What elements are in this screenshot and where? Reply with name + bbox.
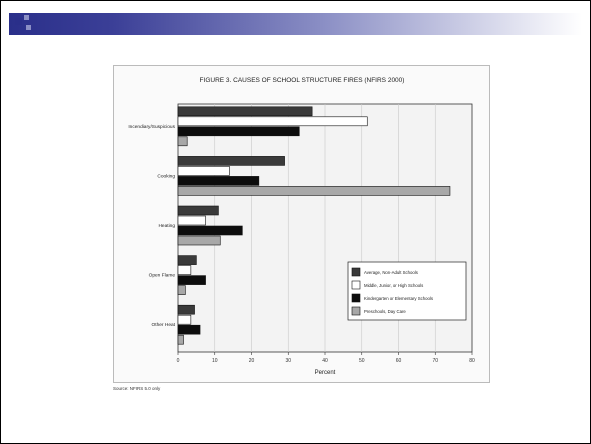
category-label: Other Heat — [152, 322, 176, 328]
chart-title: FIGURE 3. CAUSES OF SCHOOL STRUCTURE FIR… — [200, 77, 405, 84]
legend-swatch — [351, 306, 361, 316]
bar — [177, 285, 186, 295]
bar — [177, 136, 188, 147]
slide-title-bar — [9, 13, 582, 35]
x-tick-labels: 0 10 20 30 40 50 60 70 80 — [177, 352, 475, 364]
bar — [177, 116, 368, 127]
bar — [177, 304, 195, 315]
x-axis-label: Percent — [315, 370, 336, 376]
legend-label: Middle, Junior, or High Schools — [364, 283, 423, 288]
bar — [177, 275, 206, 285]
x-tick-label: 0 — [177, 358, 180, 364]
legend-label: Preschools, Day Care — [364, 309, 406, 314]
chart-svg: FIGURE 3. CAUSES OF SCHOOL STRUCTURE FIR… — [128, 77, 475, 376]
bar — [177, 186, 451, 196]
x-tick-label: 50 — [359, 358, 365, 364]
bar-series-group — [177, 106, 451, 345]
source-note: Source: NFIRS 5.0 only — [113, 386, 161, 391]
legend: Average, Non-Adult Schools Middle, Junior… — [347, 261, 467, 321]
x-tick-label: 30 — [285, 358, 291, 364]
bar — [177, 215, 206, 226]
legend-label: Average, Non-Adult Schools — [364, 270, 418, 275]
bar — [177, 225, 243, 236]
x-tick-label: 10 — [212, 358, 218, 364]
bar — [177, 255, 197, 265]
bar — [177, 235, 221, 246]
bar — [177, 106, 313, 117]
bar — [177, 265, 192, 275]
bar — [177, 205, 219, 216]
x-tick-label: 80 — [469, 358, 475, 364]
x-tick-label: 70 — [432, 358, 438, 364]
category-label: Incendiary/Suspicious — [128, 124, 175, 130]
category-label: Open Flame — [149, 273, 176, 279]
bar — [177, 166, 230, 176]
legend-swatch — [351, 280, 361, 290]
legend-swatch — [351, 267, 361, 277]
bar — [177, 156, 285, 166]
slide-decoration-square — [24, 15, 29, 20]
bar — [177, 176, 260, 186]
x-tick-label: 40 — [322, 358, 328, 364]
slide-decoration-square — [26, 25, 31, 30]
category-label: Heating — [158, 223, 175, 229]
legend-swatch — [351, 293, 361, 303]
x-tick-label: 60 — [396, 358, 402, 364]
legend-box — [347, 261, 467, 321]
legend-label: Kindergarten or Elementary Schools — [364, 296, 433, 301]
x-tick-label: 20 — [249, 358, 255, 364]
slide-decoration-square — [15, 18, 22, 25]
bar — [177, 324, 201, 335]
source-note-svg: Source: NFIRS 5.0 only — [113, 386, 161, 391]
category-labels: Incendiary/Suspicious Cooking Heating Open … — [128, 124, 175, 328]
category-label: Cooking — [157, 173, 175, 179]
bar — [177, 314, 192, 325]
bar — [177, 334, 184, 345]
bar — [177, 126, 300, 137]
chart-figure: FIGURE 3. CAUSES OF SCHOOL STRUCTURE FIR… — [113, 65, 490, 383]
